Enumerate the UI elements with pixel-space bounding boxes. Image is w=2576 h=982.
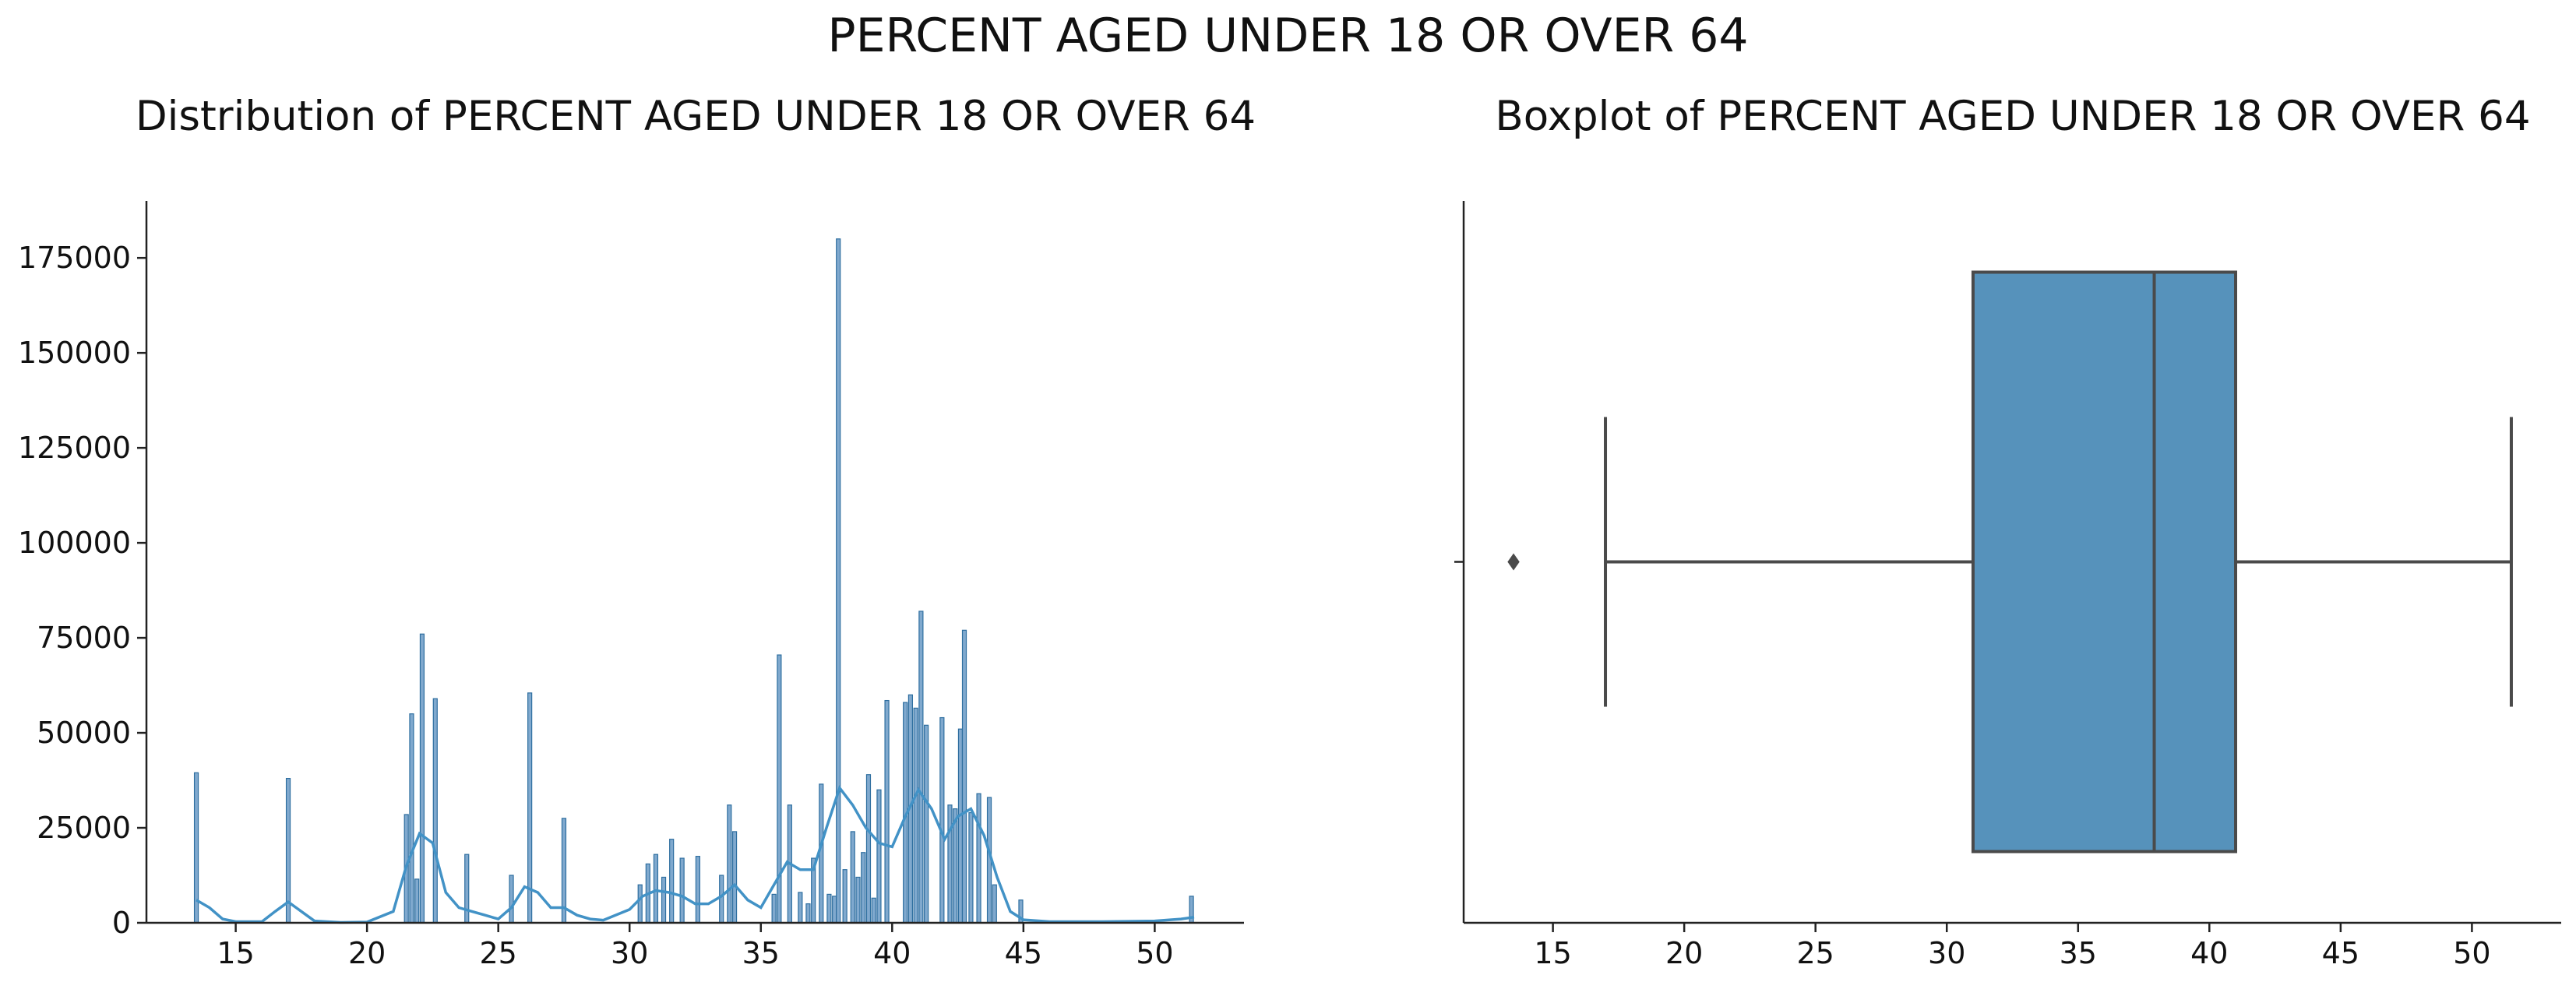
- histogram-bar: [939, 716, 945, 924]
- histogram-y-tick-label: 0: [112, 906, 131, 940]
- histogram-bar: [836, 238, 841, 924]
- histogram-bar: [842, 869, 848, 924]
- boxplot-x-tick-label: 45: [2322, 936, 2359, 970]
- histogram-title: Distribution of PERCENT AGED UNDER 18 OR…: [136, 93, 1256, 140]
- histogram-y-tick-label: 175000: [18, 241, 131, 275]
- histogram-x-ticks: 15 20 25 30 35 40 45 50: [217, 923, 1174, 970]
- histogram-bar: [826, 893, 832, 924]
- histogram-x-tick-label: 15: [217, 936, 254, 970]
- histogram-bar: [464, 854, 470, 924]
- boxplot-x-tick-label: 15: [1534, 936, 1571, 970]
- histogram-y-tick-label: 125000: [18, 431, 131, 465]
- histogram-bars: [193, 238, 1194, 924]
- histogram-bar: [924, 724, 929, 924]
- boxplot-x-tick-label: 20: [1665, 936, 1703, 970]
- boxplot-x-tick-label: 35: [2060, 936, 2097, 970]
- histogram-bar: [727, 804, 732, 924]
- histogram-bar: [419, 633, 425, 924]
- histogram-bar: [669, 839, 675, 924]
- histogram-bar: [884, 699, 890, 924]
- boxplot-x-tick-label: 50: [2453, 936, 2490, 970]
- histogram-bar: [771, 893, 777, 924]
- histogram-y-tick-label: 75000: [37, 621, 131, 655]
- boxplot-outlier: [1507, 553, 1520, 571]
- histogram-bar: [871, 897, 876, 924]
- histogram-bar: [679, 857, 685, 924]
- histogram-x-tick-label: 30: [611, 936, 648, 970]
- boxplot-x-tick-label: 40: [2190, 936, 2228, 970]
- histogram-bar: [731, 831, 738, 924]
- histogram-x-tick-label: 45: [1005, 936, 1042, 970]
- histogram-bar: [798, 892, 803, 924]
- histogram-bar: [968, 811, 974, 924]
- histogram-y-tick-label: 150000: [18, 336, 131, 370]
- histogram-bar: [957, 728, 964, 924]
- histogram-x-tick-label: 25: [480, 936, 517, 970]
- boxplot-box: [1971, 270, 2238, 854]
- boxplot-x-tick-label: 25: [1797, 936, 1834, 970]
- histogram-bar: [861, 852, 866, 924]
- histogram-bar: [961, 629, 967, 924]
- histogram-y-ticks: 0 25000 50000 75000 100000 125000 150000 175000: [18, 241, 146, 940]
- histogram-y-tick-label: 100000: [18, 526, 131, 560]
- histogram-y-tick-label: 25000: [37, 811, 131, 845]
- histogram-bar: [805, 903, 811, 924]
- histogram-bar: [855, 876, 861, 924]
- histogram-bar: [876, 789, 882, 924]
- boxplot-panel: Boxplot of PERCENT AGED UNDER 18 OR OVER…: [1454, 93, 2561, 970]
- boxplot-x-tick-label: 30: [1928, 936, 1965, 970]
- histogram-bar: [661, 876, 667, 924]
- histogram-x-tick-label: 40: [873, 936, 911, 970]
- kde-curve: [196, 785, 1195, 924]
- histogram-bar: [414, 878, 420, 924]
- histogram-bar: [913, 707, 918, 924]
- histogram-bar: [719, 875, 724, 924]
- boxplot-title: Boxplot of PERCENT AGED UNDER 18 OR OVER…: [1495, 93, 2530, 140]
- histogram-bar: [832, 896, 837, 924]
- histogram-bar: [918, 611, 924, 924]
- histogram-bar: [777, 654, 782, 924]
- boxplot-marks: [1454, 270, 2513, 854]
- histogram-x-tick-label: 20: [348, 936, 386, 970]
- histogram-x-tick-label: 35: [742, 936, 780, 970]
- histogram-bar: [509, 875, 514, 924]
- histogram-bar: [409, 713, 414, 924]
- histogram-bar: [976, 793, 981, 924]
- histogram-bar: [695, 856, 700, 924]
- histogram-bar: [992, 884, 997, 924]
- histogram-bar: [432, 698, 438, 924]
- histogram-bar: [947, 804, 953, 924]
- histogram-bar: [850, 831, 855, 924]
- histogram-bar: [819, 783, 824, 924]
- histogram-y-tick-label: 50000: [37, 716, 131, 750]
- boxplot-x-ticks: 15 20 25 30 35 40 45 50: [1534, 923, 2491, 970]
- histogram-bar: [653, 854, 659, 924]
- histogram-panel: Distribution of PERCENT AGED UNDER 18 OR…: [18, 93, 1256, 970]
- histogram-bar: [637, 884, 643, 924]
- histogram-bar: [865, 774, 872, 924]
- figure-title: PERCENT AGED UNDER 18 OR OVER 64: [827, 9, 1749, 63]
- histogram-x-tick-label: 50: [1136, 936, 1173, 970]
